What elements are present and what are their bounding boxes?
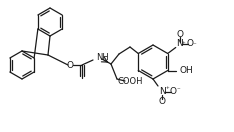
- Text: ⁺: ⁺: [182, 43, 186, 48]
- Text: ⁻: ⁻: [193, 43, 197, 48]
- Text: ⁻: ⁻: [176, 87, 180, 93]
- Text: O: O: [176, 30, 183, 39]
- Text: O: O: [186, 39, 193, 48]
- Text: ⁺: ⁺: [165, 87, 169, 93]
- Text: N: N: [159, 88, 165, 96]
- Text: N: N: [176, 39, 183, 48]
- Text: OH: OH: [180, 66, 194, 75]
- Text: O: O: [158, 96, 165, 105]
- Text: O: O: [169, 88, 176, 96]
- Text: NH: NH: [96, 53, 109, 62]
- Text: COOH: COOH: [117, 77, 143, 86]
- Text: O: O: [66, 60, 73, 70]
